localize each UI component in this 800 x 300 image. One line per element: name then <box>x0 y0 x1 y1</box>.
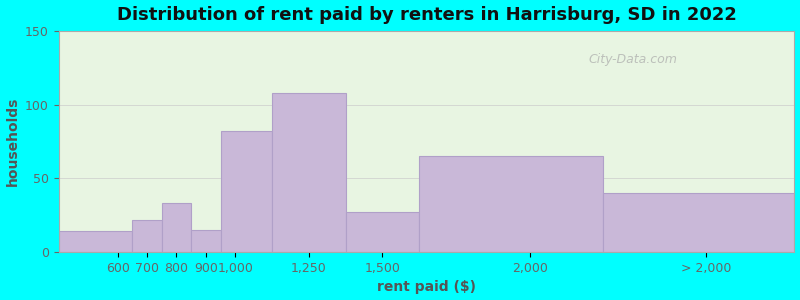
Bar <box>603 193 794 252</box>
X-axis label: rent paid ($): rent paid ($) <box>377 280 476 294</box>
Bar <box>272 93 346 252</box>
Y-axis label: households: households <box>6 97 19 186</box>
Title: Distribution of rent paid by renters in Harrisburg, SD in 2022: Distribution of rent paid by renters in … <box>117 6 737 24</box>
Bar <box>162 203 191 252</box>
Bar <box>221 131 272 252</box>
Bar <box>132 220 162 252</box>
Text: City-Data.com: City-Data.com <box>588 53 677 66</box>
Bar <box>419 156 603 252</box>
Bar <box>191 230 221 252</box>
Bar <box>346 212 419 252</box>
Bar <box>58 232 132 252</box>
